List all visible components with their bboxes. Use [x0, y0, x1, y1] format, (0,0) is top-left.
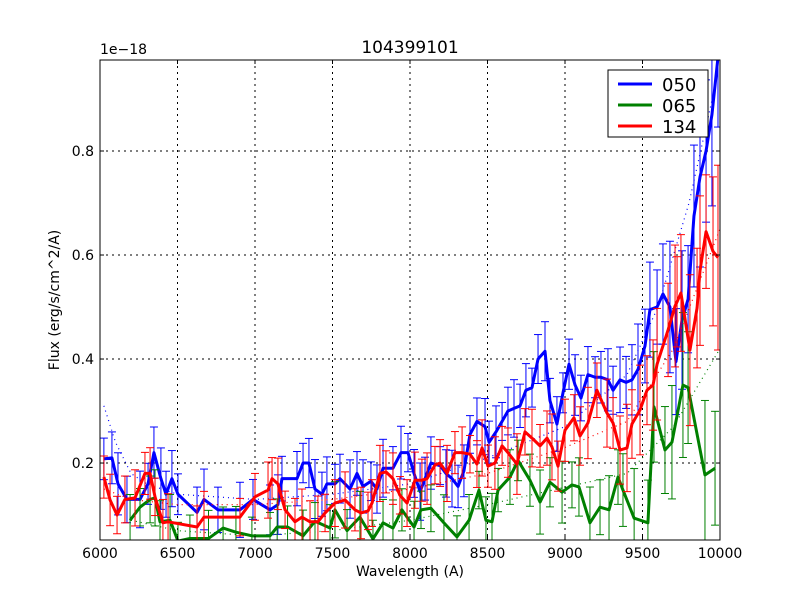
series-134: [100, 164, 720, 540]
y-axis-label: Flux (erg/s/cm^2/A): [47, 230, 63, 370]
series-line-065: [128, 383, 716, 540]
chart-title: 104399101: [361, 38, 458, 58]
x-tick-label: 8500: [470, 546, 506, 562]
x-tick-label: 7000: [237, 546, 273, 562]
x-tick-label: 6000: [82, 546, 118, 562]
x-tick-label: 10000: [698, 546, 743, 562]
x-axis-label: Wavelength (A): [356, 564, 464, 580]
legend-label-050: 050: [662, 75, 696, 96]
legend-label-065: 065: [662, 96, 696, 117]
series-065: [126, 312, 720, 540]
y-offset-text: 1e−18: [100, 42, 147, 58]
y-tick-label: 0.6: [72, 248, 94, 264]
series-line-134: [102, 230, 720, 529]
y-tick-label: 0.8: [72, 144, 94, 160]
trend-line-065: [130, 348, 720, 537]
x-tick-label: 9000: [547, 546, 583, 562]
series-line-050: [103, 60, 720, 514]
y-tick-label: 0.4: [72, 352, 94, 368]
x-tick-label: 6500: [160, 546, 196, 562]
trend-line-134: [103, 228, 720, 506]
x-tick-label: 9500: [625, 546, 661, 562]
x-tick-label: 8000: [392, 546, 428, 562]
y-tick-label: 0.2: [72, 456, 94, 472]
legend-label-134: 134: [662, 117, 696, 138]
x-tick-label: 7500: [315, 546, 351, 562]
